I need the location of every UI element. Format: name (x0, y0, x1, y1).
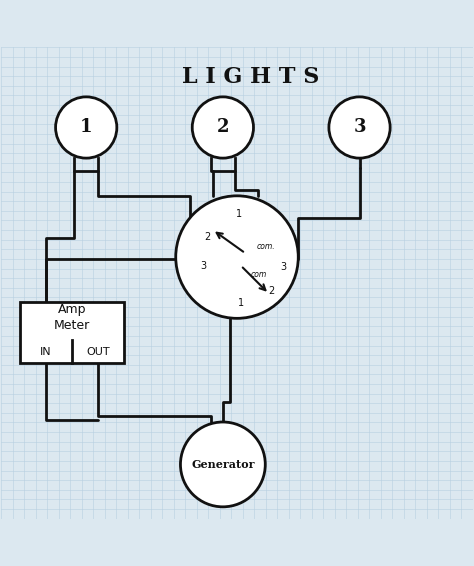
Circle shape (329, 97, 390, 158)
Text: 3: 3 (353, 118, 366, 136)
Text: Amp
Meter: Amp Meter (54, 303, 90, 332)
Text: 1: 1 (237, 209, 242, 218)
Text: 3: 3 (280, 263, 286, 272)
Circle shape (55, 97, 117, 158)
Text: 2: 2 (205, 232, 211, 242)
Text: OUT: OUT (86, 347, 110, 357)
Circle shape (192, 97, 254, 158)
Text: Generator: Generator (191, 459, 255, 470)
Text: IN: IN (40, 347, 52, 357)
Text: 1: 1 (237, 298, 244, 308)
Circle shape (176, 196, 298, 318)
Text: 2: 2 (217, 118, 229, 136)
Text: com.: com. (257, 242, 275, 251)
Circle shape (181, 422, 265, 507)
Bar (20, 302, 124, 363)
Text: 2: 2 (268, 286, 274, 296)
Text: L I G H T S: L I G H T S (182, 66, 320, 88)
Text: 3: 3 (200, 260, 206, 271)
Text: com: com (250, 271, 266, 280)
Text: 1: 1 (80, 118, 92, 136)
